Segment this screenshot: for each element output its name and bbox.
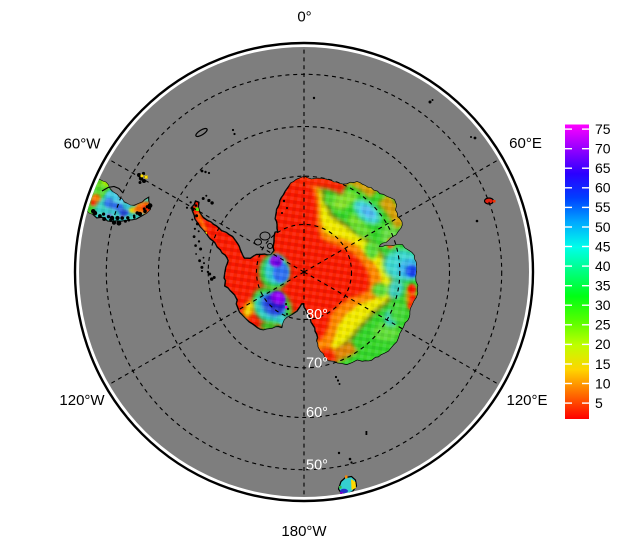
- svg-text:80°: 80°: [306, 307, 328, 323]
- svg-text:65: 65: [595, 160, 611, 176]
- svg-text:20: 20: [595, 336, 611, 352]
- svg-text:15: 15: [595, 356, 611, 372]
- svg-text:25: 25: [595, 317, 611, 333]
- svg-text:35: 35: [595, 278, 611, 294]
- svg-text:60: 60: [595, 180, 611, 196]
- svg-text:0°: 0°: [297, 9, 311, 26]
- svg-text:180°W: 180°W: [281, 523, 327, 540]
- svg-text:60°: 60°: [306, 405, 328, 421]
- svg-text:10: 10: [595, 375, 611, 391]
- svg-text:30: 30: [595, 297, 611, 313]
- svg-text:55: 55: [595, 199, 611, 215]
- svg-text:50°: 50°: [306, 457, 328, 473]
- svg-text:45: 45: [595, 238, 611, 254]
- svg-text:50: 50: [595, 219, 611, 235]
- svg-text:60°W: 60°W: [64, 136, 102, 153]
- svg-text:40: 40: [595, 258, 611, 274]
- svg-text:120°E: 120°E: [506, 392, 547, 409]
- svg-text:70: 70: [595, 141, 611, 157]
- svg-text:120°W: 120°W: [59, 392, 105, 409]
- svg-text:60°E: 60°E: [509, 135, 542, 152]
- svg-text:70°: 70°: [306, 356, 328, 372]
- svg-text:5: 5: [595, 395, 603, 411]
- svg-text:75: 75: [595, 121, 611, 137]
